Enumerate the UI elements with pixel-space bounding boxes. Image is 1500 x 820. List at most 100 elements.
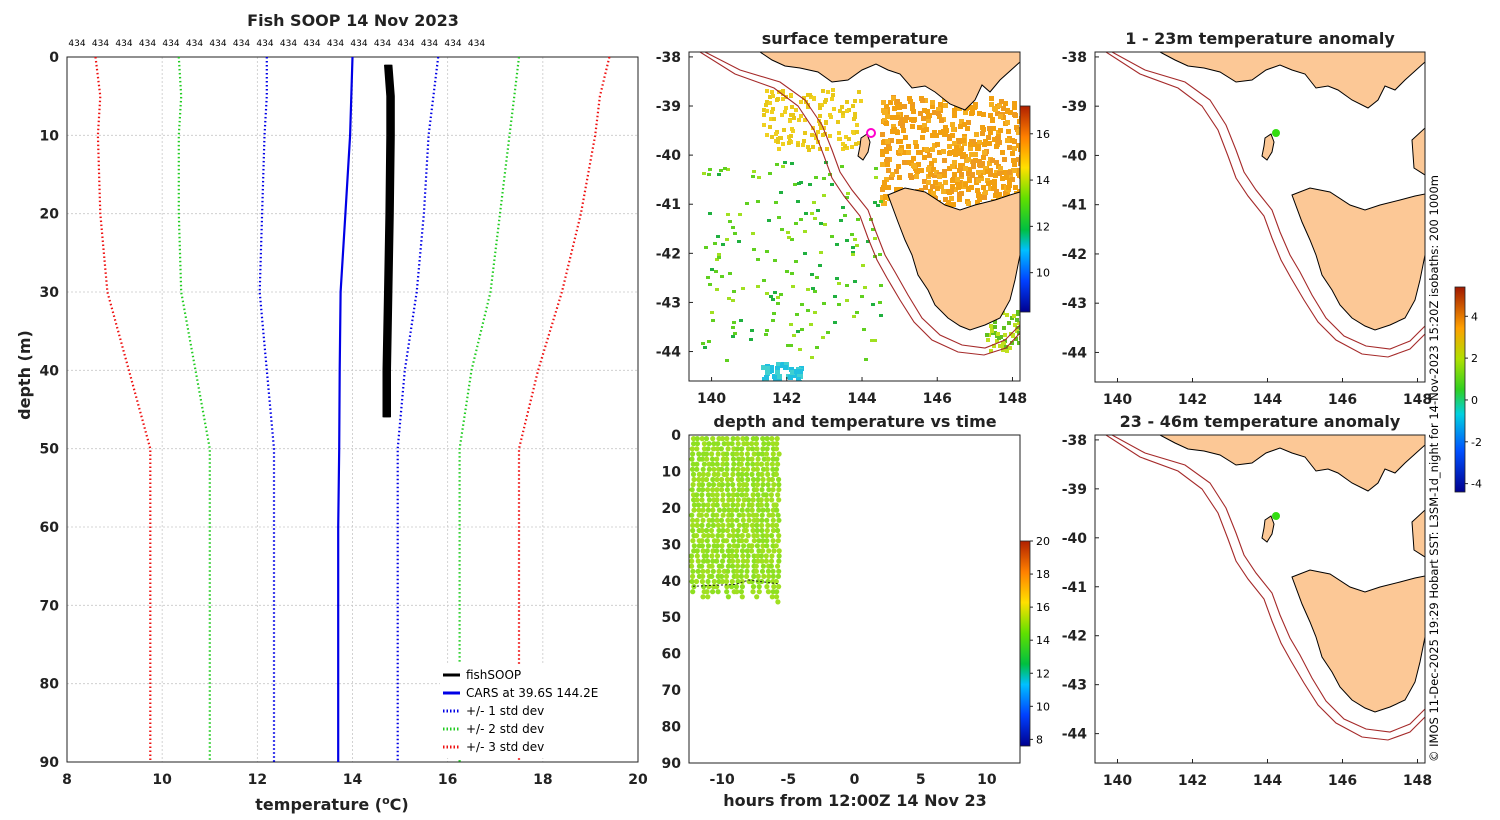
sst-pixel [794,108,798,112]
sst-pixel [981,155,986,160]
sst-pixel [998,114,1003,119]
dt-point [699,497,705,503]
sst-pixel [939,118,944,123]
anom1-station-marker [1272,129,1280,137]
sst-pixel [993,325,997,329]
sst-pixel [813,217,817,220]
anomaly1-panel: 1 - 23m temperature anomaly 140 142 144 146… [1062,29,1432,408]
sst-pixel [846,192,850,195]
dt-bottom-trace [692,579,778,587]
sst-pixel [765,371,770,376]
dt-point [749,578,755,585]
dt-point [760,446,766,452]
dt-colorbar [1019,540,1031,747]
dt-colorbar-ticks: 20 18 16 14 12 10 8 [1030,535,1050,746]
sst-pixel [1012,101,1017,106]
dt-point [689,578,695,585]
sst-pixel [768,125,772,129]
sst-pixel [951,202,956,207]
dt-point [710,548,716,554]
profile-y-tick-20: 20 [40,207,60,223]
dt-point [776,451,782,457]
sst-pixel [708,212,712,215]
dt-point [696,476,702,483]
dt-point [708,527,715,534]
sst-pixel [778,136,782,140]
dt-point [704,527,710,534]
sst-pixel [765,89,769,93]
dt-point [706,482,712,488]
sst-pixel [797,182,801,185]
sst-pixel [968,142,973,147]
dt-point [710,446,717,452]
dt-point [735,466,741,472]
profile-top-label: 434 [421,39,438,49]
sst-pixel [811,287,815,290]
dt-point [724,487,731,493]
sst-pixel [764,103,768,107]
dt-point [710,461,716,467]
dt-y-tick-30: 30 [662,537,682,553]
sst-pixel [783,161,787,164]
dt-point [723,573,730,580]
dt-point [690,538,696,544]
sst-pixel [953,187,958,192]
sst-x-tick-144: 144 [847,391,876,407]
sst-pixel [853,99,857,103]
sst-pixel [950,122,955,127]
dt-point [695,558,701,564]
dt-point [714,497,720,503]
dt-point [774,456,780,462]
dt-point [719,573,725,580]
dt-point [731,543,737,549]
sst-pixel [943,180,948,185]
dt-point [766,512,772,518]
sst-pixel [994,144,999,149]
dt-point [714,543,721,549]
dt-point [740,553,746,559]
sst-pixel [878,301,882,304]
sst-pixel [981,170,986,175]
dt-point [714,538,721,544]
sst-pixel [857,90,861,94]
anom1-y-tick-42: -42 [1062,247,1087,263]
dt-point [745,476,751,483]
anom-cb-tick-4: 4 [1471,310,1478,323]
sst-pixel [981,185,986,190]
sst-pixel [955,180,960,185]
sst-pixel [957,139,962,144]
sst-pixel [794,369,799,374]
dt-point [700,466,706,472]
dt-point [720,578,726,585]
dt-point [756,507,762,513]
profile-x-tick-8: 8 [62,772,72,788]
sst-pixel [822,126,826,130]
dt-point [749,548,755,554]
dt-point [706,497,713,503]
sst-pixel [768,101,772,105]
dt-point [725,446,731,452]
std-high-line [396,56,440,762]
sst-pixel [990,117,995,122]
sst-pixel [929,167,934,172]
sst-pixel [883,195,888,200]
sst-pixel [832,107,836,111]
dt-point [744,441,750,447]
dt-point [764,533,770,539]
dt-point [734,451,740,457]
dt-point [760,482,766,488]
sst-pixel [924,147,929,152]
sst-pixel [971,139,976,144]
anom2-king-island [1261,515,1275,543]
sst-pixel [969,185,974,190]
sst-pixel [993,331,997,335]
sst-pixel [966,186,971,191]
dt-point [754,543,761,549]
anom1-islands [1411,127,1425,176]
sst-pixel [943,197,948,202]
dt-point [740,456,746,462]
dt-point [689,512,695,518]
sst-pixel [915,169,920,174]
profile-top-label: 434 [327,39,344,49]
dt-point [694,461,700,467]
